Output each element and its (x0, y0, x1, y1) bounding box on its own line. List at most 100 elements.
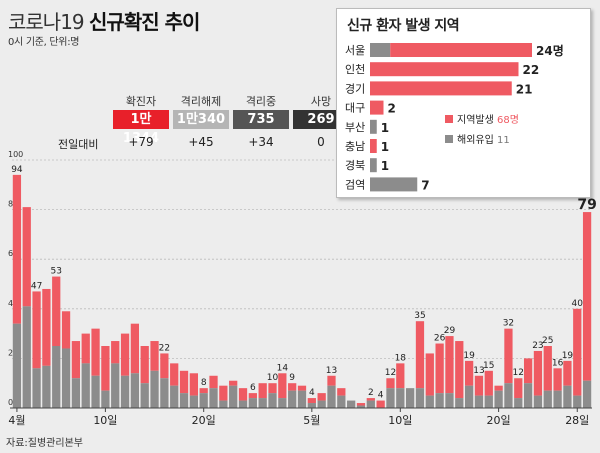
data-label: 47 (31, 281, 42, 291)
bar-local (32, 291, 41, 369)
data-label: 4 (309, 388, 315, 398)
bar-imported (248, 398, 257, 408)
bar-imported (288, 390, 297, 408)
stats-change-isolated: +34 (248, 135, 274, 149)
region-label: 인천 (345, 62, 365, 76)
data-label: 94 (11, 165, 23, 175)
bar-local (376, 400, 385, 408)
bar-imported (445, 393, 454, 408)
bar-local (425, 353, 434, 396)
bar-imported (238, 400, 248, 408)
bar-imported (396, 388, 405, 408)
x-tick-label: 10일 (93, 413, 117, 427)
data-label: 13 (473, 366, 484, 376)
region-bar-imported (370, 158, 377, 173)
region-panel: 신규 환자 발생 지역 서울 24명 인천 22 경기 21 대구 2 부산 1 충남 1 경북 1 검역 7… (336, 8, 591, 198)
x-tick-label: 20일 (192, 413, 216, 427)
data-label: 10 (267, 373, 279, 383)
bar-imported (189, 395, 198, 408)
bar-local (366, 398, 375, 401)
bar-local (514, 378, 523, 399)
subtitle: 0시 기준, 단위:명 (8, 37, 80, 48)
legend-value-local: 68명 (497, 114, 519, 126)
bar-imported (42, 365, 51, 408)
bar-imported (347, 400, 356, 408)
region-label: 부산 (345, 121, 365, 134)
stats-value-deaths: 269 (293, 110, 349, 129)
x-tick-label: 10일 (388, 413, 412, 427)
title-prefix: 코로나19 (8, 10, 90, 34)
bar-local (445, 336, 454, 394)
bar-imported (494, 390, 503, 408)
bar-imported (219, 400, 228, 408)
bar-local (297, 385, 307, 391)
bar-local (573, 308, 582, 396)
bar-local (504, 328, 513, 384)
bar-imported (258, 398, 267, 408)
data-label: 2 (368, 388, 374, 398)
bar-local (523, 358, 533, 384)
region-bar-imported (370, 119, 377, 134)
region-panel-title: 신규 환자 발생 지역 (347, 18, 460, 34)
bar-imported (533, 395, 543, 408)
region-value-label: 1 (381, 159, 389, 173)
bar-local (533, 350, 543, 396)
bar-imported (150, 370, 159, 408)
region-label: 충남 (345, 140, 365, 153)
data-label: 26 (434, 334, 446, 344)
bar-local (199, 388, 208, 394)
bar-local (258, 383, 267, 399)
bar-imported (32, 368, 41, 408)
bar-imported (101, 390, 110, 408)
data-label: 29 (444, 326, 456, 336)
bar-imported (297, 390, 307, 408)
region-label: 경기 (345, 82, 365, 95)
data-label: 15 (483, 361, 494, 371)
bar-local (386, 378, 395, 389)
stats-value-released: 1만340 (173, 110, 229, 129)
data-label: 9 (289, 373, 295, 383)
title-main: 신규확진 추이 (89, 10, 200, 34)
data-label: 32 (503, 319, 514, 329)
source-note: 자료:질병관리본부 (6, 438, 83, 449)
bar-imported (553, 390, 562, 408)
stats-row-label: 전일대비 (58, 138, 99, 151)
region-value-label: 1 (381, 140, 389, 154)
region-label: 서울 (345, 44, 365, 57)
region-label: 대구 (345, 102, 365, 115)
bar-imported (22, 306, 31, 408)
region-bar-local (370, 139, 377, 153)
bar-imported (52, 346, 61, 408)
bar-local (278, 373, 287, 399)
bar-local (61, 311, 71, 349)
bar-imported (130, 373, 140, 408)
bar-local (12, 174, 22, 324)
region-value-label: 21 (516, 82, 533, 96)
stats-change-confirmed: +79 (128, 135, 154, 149)
bar-local (288, 383, 297, 391)
bar-local (474, 375, 484, 396)
data-label: 12 (513, 368, 524, 378)
bar-imported (268, 393, 277, 408)
bar-local (140, 346, 149, 384)
bar-local (42, 288, 51, 366)
bar-imported (366, 400, 375, 408)
stats-change-deaths: 0 (317, 135, 325, 149)
bar-local (120, 333, 130, 376)
data-label: 22 (159, 343, 170, 353)
data-label: 13 (326, 366, 337, 376)
bar-local (179, 370, 189, 394)
region-value-label: 22 (523, 63, 540, 77)
bar-imported (91, 375, 100, 408)
bar-local (356, 403, 366, 406)
region-bar-local (390, 43, 532, 57)
bar-imported (464, 385, 474, 408)
bar-imported (455, 398, 464, 408)
stats-header-isolated: 격리중 (245, 95, 277, 108)
bar-imported (61, 348, 71, 408)
bar-local (71, 341, 81, 379)
bar-imported (386, 388, 395, 408)
bar-imported (484, 395, 493, 408)
bar-local (455, 341, 464, 399)
